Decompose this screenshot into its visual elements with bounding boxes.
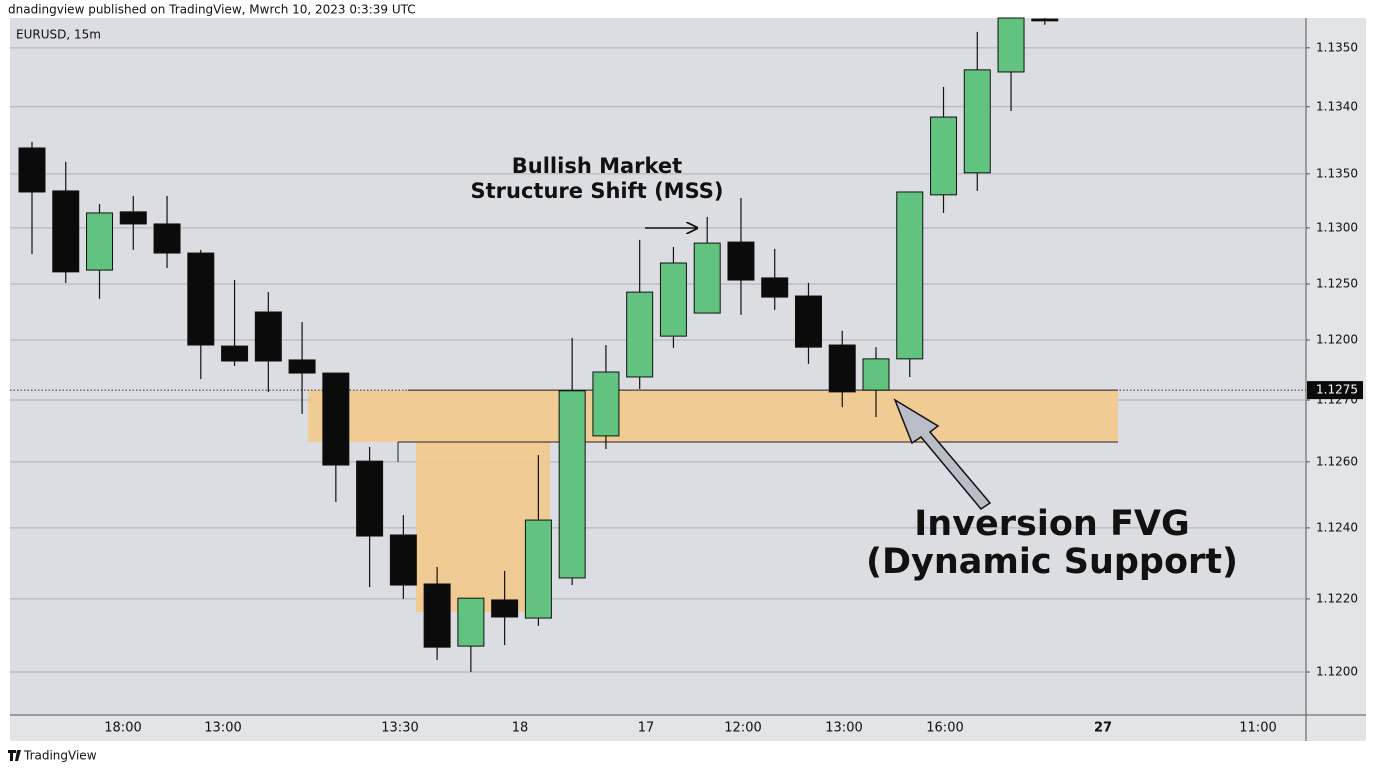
x-tick-label: 17 bbox=[638, 721, 655, 736]
candle-body bbox=[86, 212, 114, 271]
y-tick-label: 1.1240 bbox=[1316, 520, 1358, 534]
x-tick-label: 18 bbox=[512, 721, 529, 736]
candle-body bbox=[356, 460, 384, 537]
x-tick-label: 12:00 bbox=[724, 721, 761, 736]
y-tick-label: 1.1250 bbox=[1316, 276, 1358, 290]
annotation-text: Inversion FVG bbox=[914, 504, 1189, 544]
candle-body bbox=[524, 519, 552, 619]
x-tick-label: 18:00 bbox=[104, 721, 141, 736]
candle-body bbox=[423, 583, 451, 648]
y-tick-label: 1.1340 bbox=[1316, 99, 1358, 113]
fvg-zone bbox=[308, 390, 1118, 442]
symbol-label: EURUSD, 15m bbox=[16, 28, 101, 42]
annotation-text: (Dynamic Support) bbox=[866, 542, 1238, 582]
candle-body bbox=[963, 69, 991, 174]
candle-body bbox=[1031, 18, 1059, 22]
candle-body bbox=[828, 344, 856, 393]
annotation-text: Structure Shift (MSS) bbox=[471, 179, 724, 203]
candle-body bbox=[558, 390, 586, 579]
candle-body bbox=[930, 116, 958, 196]
candle-body bbox=[52, 190, 80, 273]
candle-body bbox=[727, 241, 755, 281]
candle-body bbox=[187, 252, 215, 346]
candle-body bbox=[221, 345, 249, 362]
candle-body bbox=[119, 211, 147, 225]
y-tick-label: 1.1200 bbox=[1316, 665, 1358, 679]
y-tick-label: 1.1200 bbox=[1316, 333, 1358, 347]
y-tick-label: 1.1350 bbox=[1316, 166, 1358, 180]
current-price-tag bbox=[1307, 381, 1363, 400]
plot-area bbox=[10, 18, 1306, 715]
x-tick-label: 27 bbox=[1094, 721, 1112, 736]
candle-body bbox=[794, 295, 822, 348]
y-tick-label: 1.1220 bbox=[1316, 591, 1358, 605]
x-tick-label: 11:00 bbox=[1239, 721, 1276, 736]
y-tick-label: 1.1350 bbox=[1316, 40, 1358, 54]
time-axis bbox=[10, 715, 1366, 741]
brand-logo bbox=[8, 750, 21, 761]
candle-body bbox=[693, 242, 721, 314]
y-tick-label: 1.1300 bbox=[1316, 220, 1358, 234]
footer-brand: TradingView bbox=[23, 749, 97, 763]
candle-body bbox=[491, 599, 519, 618]
current-price-label: 1.1275 bbox=[1316, 383, 1358, 397]
published-line: dnadingview published on TradingView, Mw… bbox=[8, 3, 416, 17]
candle-body bbox=[153, 223, 181, 254]
x-tick-label: 16:00 bbox=[926, 721, 963, 736]
candle-body bbox=[322, 372, 350, 466]
candle-body bbox=[659, 262, 687, 337]
candle-body bbox=[761, 277, 789, 298]
candle-body bbox=[592, 371, 620, 437]
layers: 1.1350 1.1340 1.1350 1.1300 1.1250 1.1200 1.12… bbox=[10, 17, 1363, 679]
candle-body bbox=[997, 17, 1025, 73]
x-tick-label: 13:00 bbox=[204, 721, 241, 736]
candle-body bbox=[862, 358, 890, 391]
price-axis bbox=[1306, 18, 1366, 715]
candle-body bbox=[626, 291, 654, 378]
x-tick-label: 13:00 bbox=[825, 721, 862, 736]
annotation-text: Bullish Market bbox=[512, 154, 682, 178]
y-tick-label: 1.1260 bbox=[1316, 454, 1358, 468]
candle-body bbox=[896, 191, 924, 360]
candle-body bbox=[288, 359, 316, 374]
candle-body bbox=[457, 597, 485, 647]
candle-body bbox=[254, 311, 282, 362]
x-tick-label: 13:30 bbox=[381, 721, 418, 736]
candle-body bbox=[18, 147, 46, 193]
candle-body bbox=[389, 534, 417, 586]
fvg-arrow bbox=[893, 398, 992, 510]
